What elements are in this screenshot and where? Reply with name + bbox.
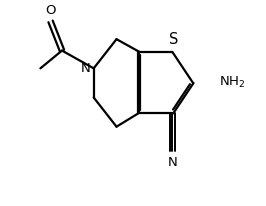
Text: O: O bbox=[45, 4, 56, 17]
Text: N: N bbox=[167, 156, 177, 169]
Text: N: N bbox=[81, 62, 91, 75]
Text: S: S bbox=[169, 32, 178, 47]
Text: NH$_2$: NH$_2$ bbox=[219, 75, 246, 90]
